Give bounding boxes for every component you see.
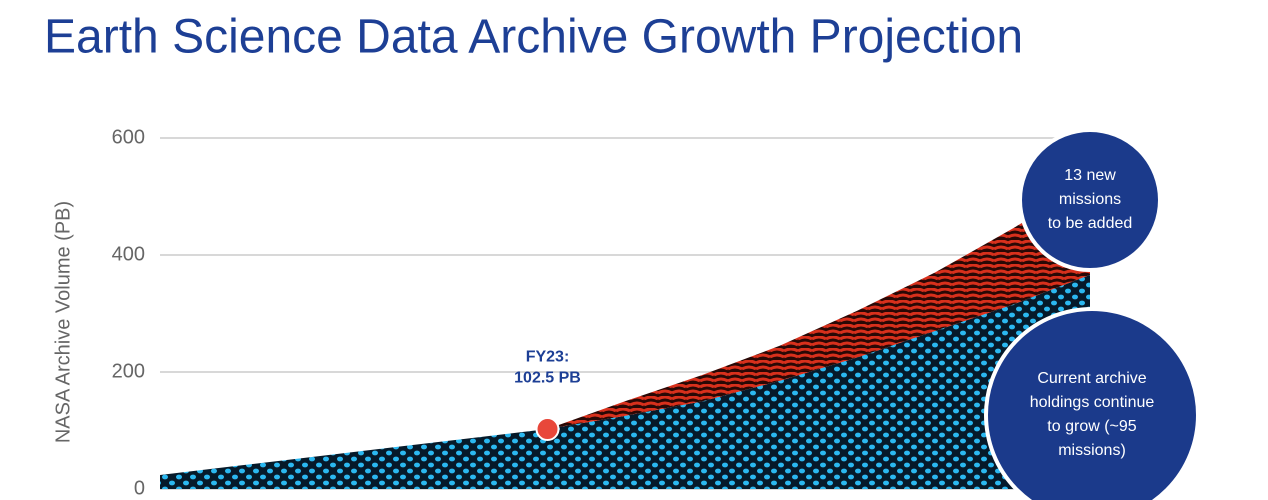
y-axis-label: NASA Archive Volume (PB) — [52, 201, 74, 443]
callout-circle — [1018, 128, 1162, 272]
point-label: 102.5 PB — [514, 369, 581, 386]
point-label: FY23: — [526, 348, 570, 365]
area — [160, 181, 1090, 475]
callout-text: to grow (~95 — [1047, 418, 1136, 435]
chart-title: Earth Science Data Archive Growth Projec… — [44, 11, 1023, 64]
callout-text: to be added — [1048, 215, 1133, 232]
y-tick-label: 600 — [112, 126, 145, 148]
callout-text: 13 new — [1064, 167, 1116, 184]
area — [160, 274, 1090, 489]
y-tick-label: 400 — [112, 243, 145, 265]
callout-text: holdings continue — [1030, 394, 1155, 411]
y-tick-label: 200 — [112, 360, 145, 382]
callout-text: missions — [1059, 191, 1121, 208]
callout-circle — [984, 307, 1200, 500]
callout-text: Current archive — [1037, 370, 1146, 387]
y-tick-label: 0 — [134, 477, 145, 499]
highlight-point — [535, 417, 560, 442]
callout-text: missions) — [1058, 442, 1126, 459]
